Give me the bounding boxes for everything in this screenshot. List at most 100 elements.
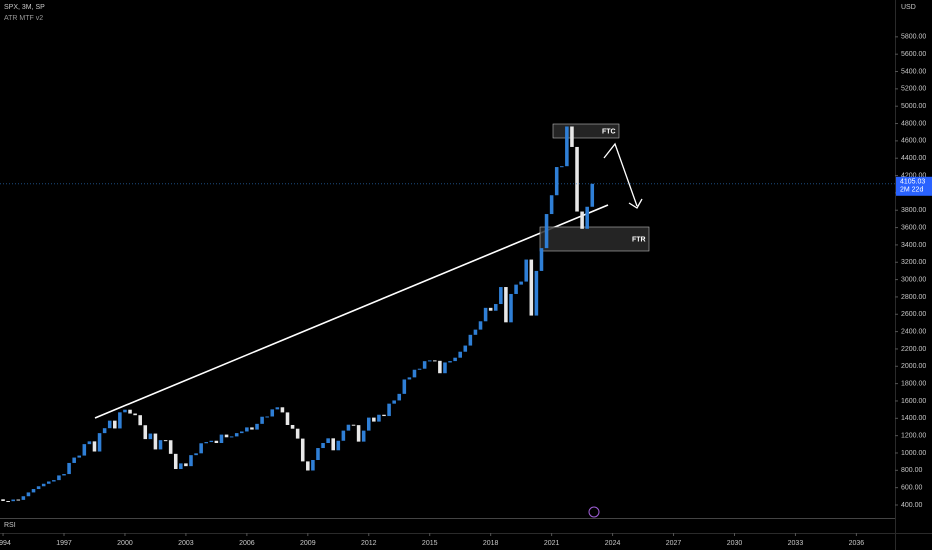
x-tick-label: 2033 (788, 540, 804, 547)
candle-body (16, 499, 21, 501)
candle-body (275, 407, 280, 410)
candle-body (387, 403, 391, 417)
candle-body (493, 304, 498, 311)
candle-body (331, 438, 335, 451)
candle-body (585, 206, 589, 229)
x-tick-label: 1994 (0, 540, 11, 547)
candle-body (234, 433, 239, 437)
candle-body (31, 489, 36, 493)
candle-body (473, 329, 478, 335)
y-tick-label: 1400.00 (901, 415, 926, 422)
candle-body (351, 424, 356, 426)
candle-body (514, 284, 518, 294)
candle-body (326, 438, 330, 444)
currency-label: USD (901, 4, 916, 11)
candle-body (341, 430, 346, 441)
last-price-box (896, 176, 932, 196)
candle-body (478, 321, 483, 330)
candle-body (11, 499, 15, 502)
candle-body (534, 270, 539, 316)
y-tick-label: 2800.00 (901, 294, 926, 301)
candle-body (570, 126, 574, 147)
candle-body (224, 434, 229, 438)
candle-body (260, 416, 264, 424)
candle-body (539, 248, 544, 271)
x-tick-label: 2021 (544, 540, 560, 547)
y-tick-label: 5000.00 (901, 103, 926, 110)
candle-body (26, 492, 31, 497)
y-tick-label: 2000.00 (901, 363, 926, 370)
candle-body (82, 444, 87, 456)
candle-body (402, 379, 407, 394)
candle-body (524, 259, 529, 282)
x-tick-label: 2018 (483, 540, 499, 547)
candle-body (153, 433, 158, 450)
candle-body (52, 480, 56, 482)
y-tick-label: 2200.00 (901, 346, 926, 353)
candle-body (62, 474, 66, 476)
candle-body (580, 211, 584, 229)
candle-body (392, 400, 396, 404)
candle-body (458, 351, 462, 358)
projection-arrow (603, 142, 638, 207)
candle-body (255, 423, 259, 430)
candle-body (46, 481, 51, 484)
candle-body (179, 463, 183, 470)
candle-body (397, 393, 402, 401)
y-tick-label: 400.00 (901, 502, 923, 509)
candle-body (463, 345, 468, 352)
candle-body (245, 427, 249, 432)
candle-body (92, 441, 97, 452)
candle-body (321, 443, 325, 449)
candle-body (280, 407, 285, 413)
candle-body (57, 475, 61, 481)
ftc-zone (552, 123, 620, 139)
last-price-label: 4105.03 (900, 179, 925, 186)
y-tick-label: 1000.00 (901, 450, 926, 457)
candle-body (290, 424, 295, 429)
candle-body (204, 442, 209, 444)
x-tick-label: 2006 (239, 540, 255, 547)
candle-body (250, 427, 254, 430)
y-tick-label: 4600.00 (901, 138, 926, 145)
candle-body (168, 440, 173, 454)
candle-body (372, 417, 376, 422)
candle-body (214, 440, 219, 444)
candle-body (219, 434, 224, 444)
indicator-name: ATR MTF v2 (4, 15, 43, 22)
candle-body (382, 414, 386, 417)
x-tick-label: 2036 (849, 540, 865, 547)
candle-body (77, 455, 82, 458)
y-tick-label: 4400.00 (901, 155, 926, 162)
candle-body (133, 413, 137, 416)
candle-body (346, 424, 351, 431)
candle-body (407, 377, 412, 380)
candle-body (499, 287, 503, 305)
candle-body (36, 486, 41, 490)
arrow-head (628, 198, 643, 209)
candle-body (209, 440, 214, 443)
candle-body (300, 438, 305, 462)
candle-body (529, 259, 534, 316)
y-tick-label: 3600.00 (901, 224, 926, 231)
candle-body (41, 483, 46, 487)
candle-body (285, 412, 290, 425)
candle-body (366, 417, 371, 431)
candle-body (448, 361, 452, 363)
candle-body (102, 428, 107, 434)
candle-body (143, 425, 148, 440)
y-tick-label: 4200.00 (901, 172, 926, 179)
x-tick-label: 1997 (56, 540, 72, 547)
y-tick-label: 3400.00 (901, 242, 926, 249)
candle-body (549, 195, 554, 215)
candle-body (138, 415, 142, 426)
y-tick-label: 3800.00 (901, 207, 926, 214)
candle-body (488, 307, 493, 311)
y-tick-label: 5600.00 (901, 51, 926, 58)
y-tick-label: 600.00 (901, 485, 923, 492)
y-tick-label: 5800.00 (901, 34, 926, 41)
y-tick-label: 1600.00 (901, 398, 926, 405)
symbol-title: SPX, 3M, SP (4, 4, 45, 11)
candle-body (519, 281, 523, 285)
candle-body (554, 167, 559, 196)
